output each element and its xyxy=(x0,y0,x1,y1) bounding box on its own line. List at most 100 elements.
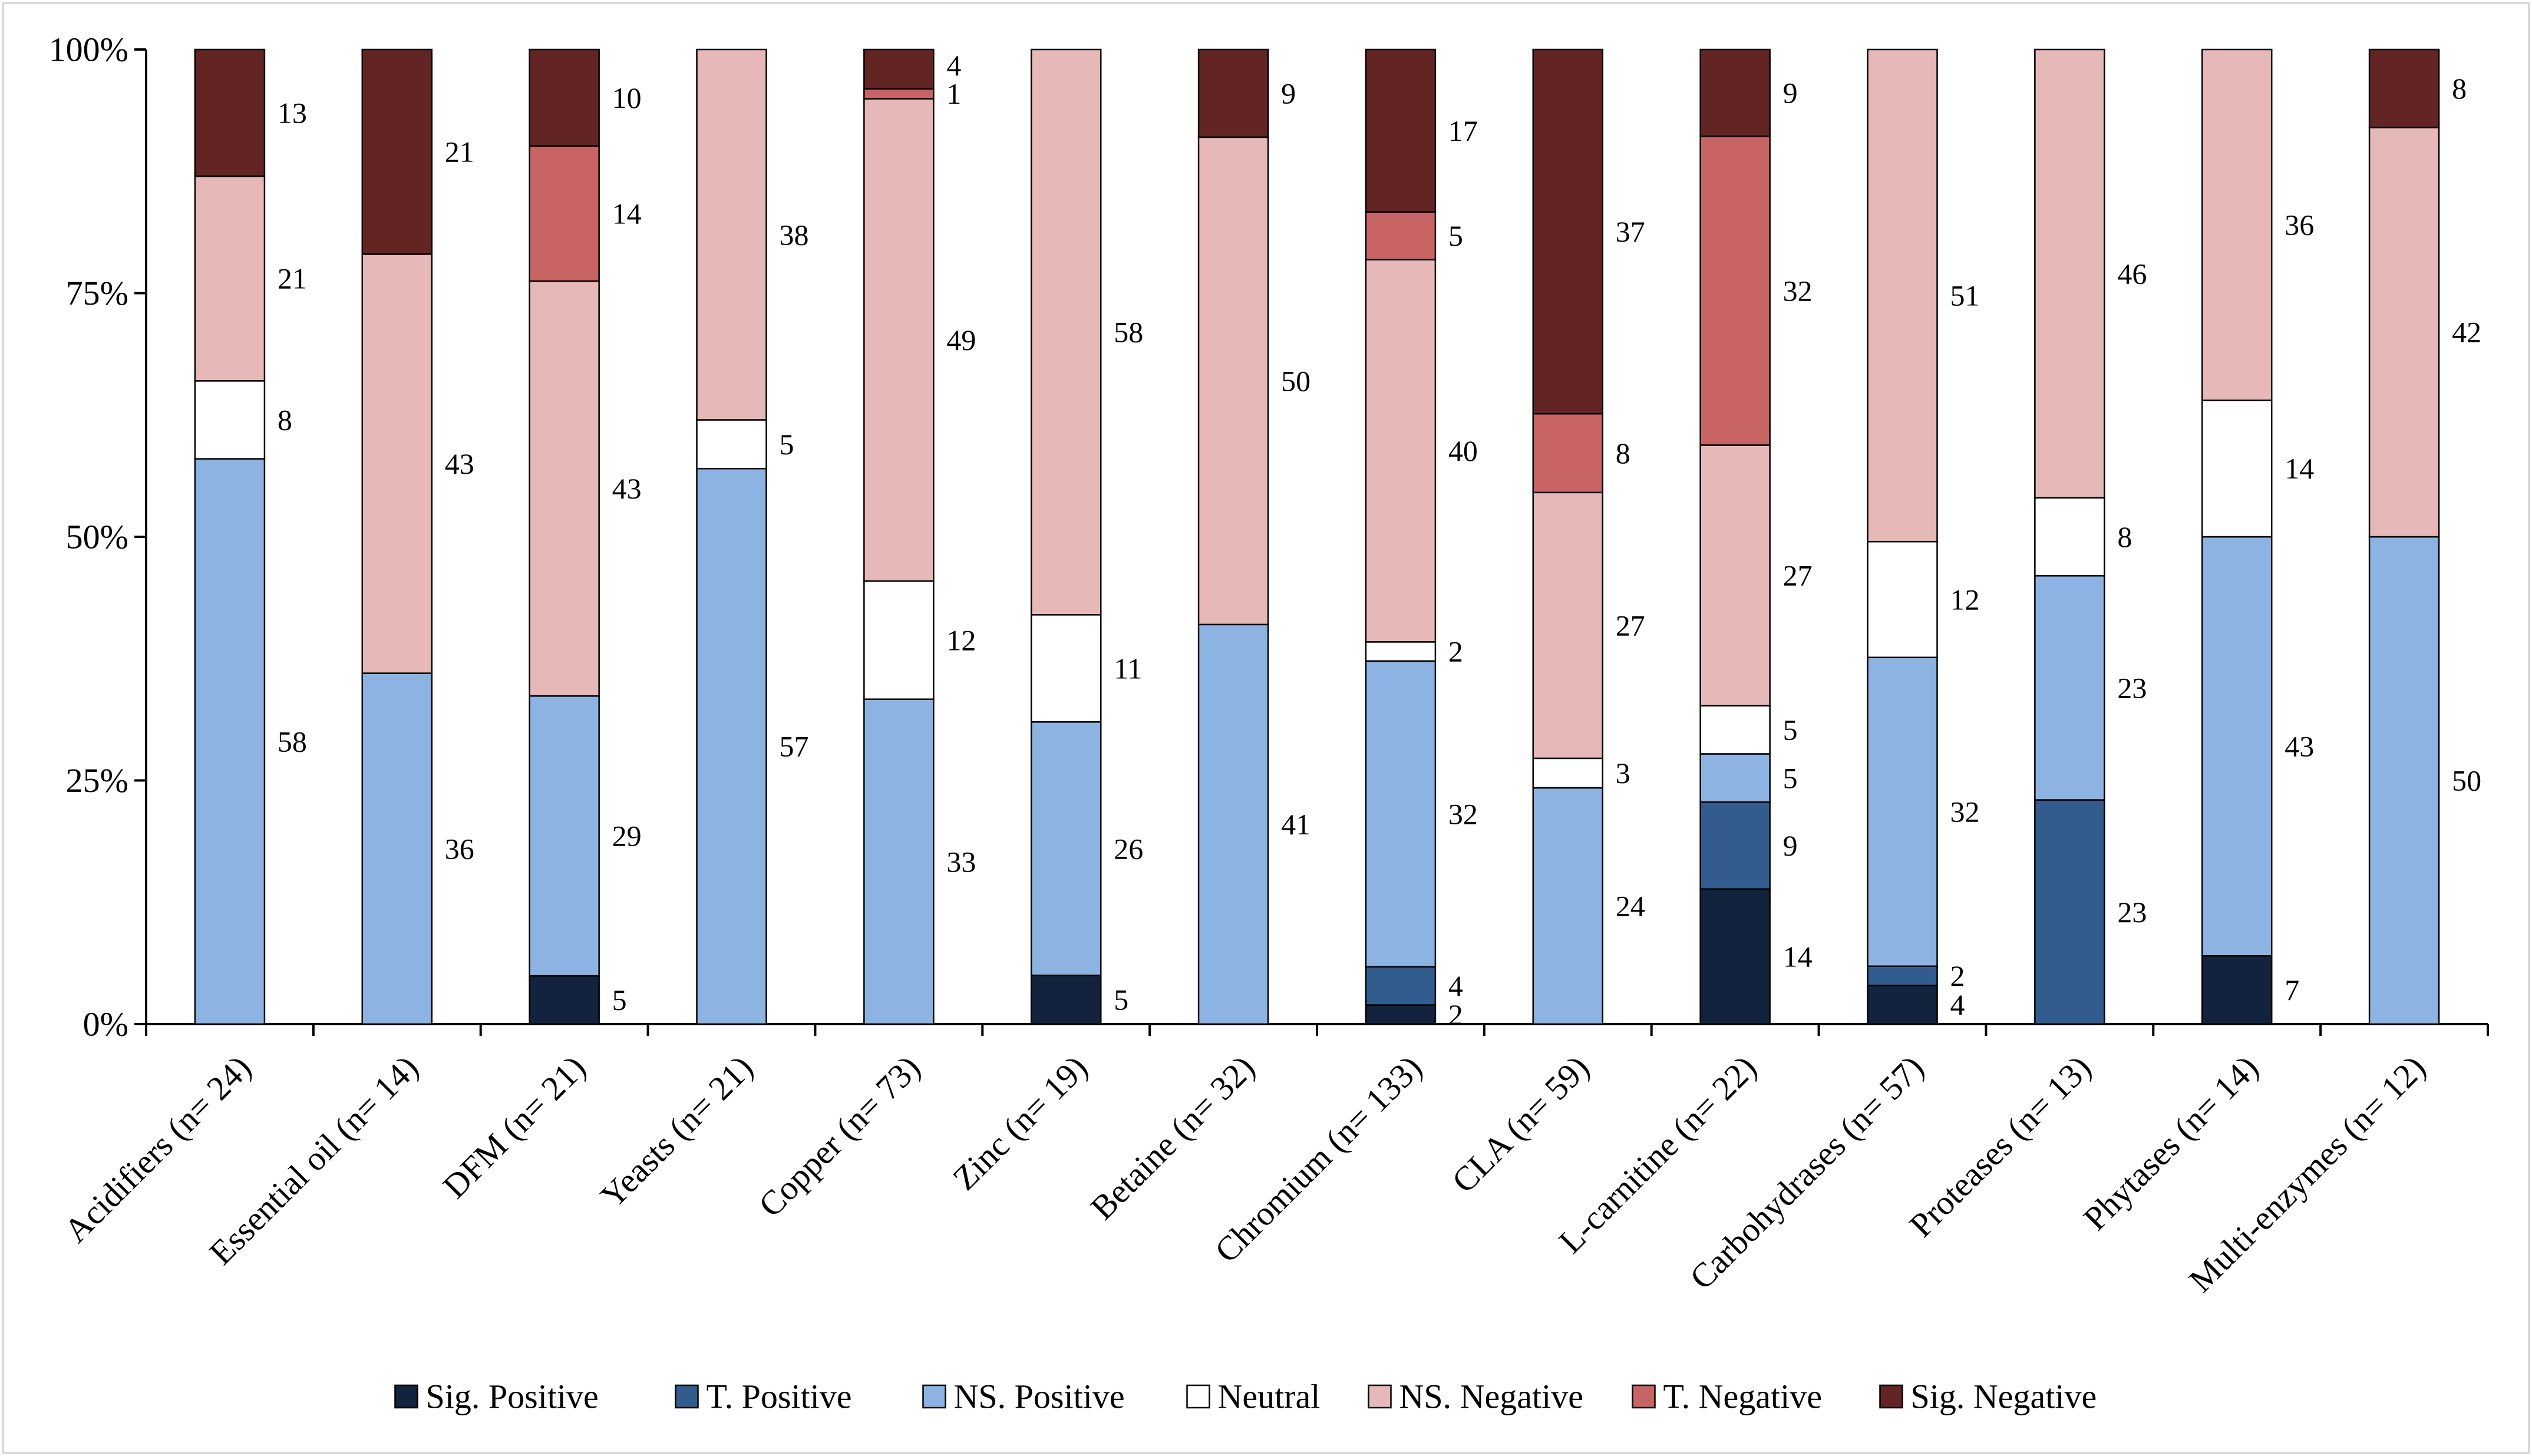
bar-segment-sig-negative xyxy=(194,48,266,177)
bar-segment-neutral xyxy=(1030,614,1102,723)
bar-segment-t-negative xyxy=(1532,412,1604,494)
data-label: 5 xyxy=(1783,761,1798,794)
data-label: 27 xyxy=(1616,609,1645,642)
legend-swatch xyxy=(394,1384,418,1409)
data-label: 29 xyxy=(612,820,642,853)
bar-segment-ns-positive xyxy=(1699,753,1771,803)
legend-item-sig-negative: Sig. Negative xyxy=(1879,1378,2097,1416)
bar-segment-neutral xyxy=(1365,641,1437,662)
data-label: 50 xyxy=(2452,764,2481,797)
data-label: 23 xyxy=(2117,671,2147,704)
bar-segment-ns-positive xyxy=(2201,536,2273,957)
data-label: 41 xyxy=(1281,808,1310,841)
data-label: 5 xyxy=(1114,983,1128,1016)
data-label: 5 xyxy=(780,428,794,461)
bar-segment-sig-positive xyxy=(1867,985,1938,1025)
data-label: 8 xyxy=(2117,520,2132,553)
data-label: 4 xyxy=(1448,969,1463,1002)
bar-segment-sig-negative xyxy=(361,48,433,255)
bar-segment-neutral xyxy=(696,419,767,470)
bar-segment-sig-negative xyxy=(529,48,600,147)
data-label: 4 xyxy=(946,49,961,82)
bar-segment-ns-negative xyxy=(361,253,433,674)
data-label: 2 xyxy=(1448,998,1463,1031)
bar-segment-sig-negative xyxy=(1532,48,1604,415)
bar-segment-neutral xyxy=(1699,705,1771,755)
data-label: 57 xyxy=(780,730,809,763)
y-tick-label: 100% xyxy=(49,31,128,69)
bar-segment-t-negative xyxy=(863,88,935,100)
data-label: 8 xyxy=(1616,437,1630,470)
bar-segment-neutral xyxy=(2201,400,2273,538)
bar-segment-t-negative xyxy=(529,145,600,282)
data-label: 5 xyxy=(1448,219,1463,252)
data-label: 13 xyxy=(278,97,307,130)
data-label: 42 xyxy=(2452,316,2481,349)
y-tick-label: 0% xyxy=(83,1005,128,1044)
legend-label: NS. Negative xyxy=(1399,1378,1584,1416)
bar-segment-ns-negative xyxy=(529,280,600,697)
bar-segment-ns-positive xyxy=(529,695,600,977)
bar-segment-ns-negative xyxy=(1867,48,1938,543)
data-labels-layer: 5882113364321529431410575383312491452611… xyxy=(278,49,2481,1031)
data-label: 43 xyxy=(445,447,474,480)
bar-segment-sig-negative xyxy=(1197,48,1269,138)
bar-segment-ns-positive xyxy=(2034,575,2105,801)
bar-segment-ns-positive xyxy=(2368,536,2440,1025)
data-label: 38 xyxy=(780,218,809,251)
data-label: 1 xyxy=(946,77,961,110)
bar-segment-sig-positive xyxy=(529,975,600,1025)
bar-segment-ns-negative xyxy=(2201,48,2273,401)
bar-segment-ns-negative xyxy=(696,48,767,421)
bar-segment-neutral xyxy=(863,580,935,700)
legend-label: Neutral xyxy=(1218,1378,1321,1416)
data-label: 8 xyxy=(278,404,292,437)
bar-segment-t-negative xyxy=(1699,136,1771,446)
bar-segment-ns-positive xyxy=(1867,656,1938,967)
data-label: 17 xyxy=(1448,114,1478,147)
bar-segment-ns-negative xyxy=(863,98,935,582)
data-label: 12 xyxy=(946,623,976,656)
legend-label: NS. Positive xyxy=(954,1378,1125,1416)
data-label: 21 xyxy=(278,262,307,295)
legend-label: Sig. Negative xyxy=(1911,1378,2097,1416)
legend-swatch xyxy=(675,1384,699,1409)
bar-segment-ns-negative xyxy=(1699,444,1771,706)
bar-segment-neutral xyxy=(2034,497,2105,577)
data-label: 4 xyxy=(1950,988,1965,1021)
legend-item-ns-positive: NS. Positive xyxy=(922,1378,1125,1416)
data-label: 32 xyxy=(1448,797,1478,830)
bar-segment-sig-negative xyxy=(1365,48,1437,213)
bar-segment-t-positive xyxy=(1365,966,1437,1006)
data-label: 5 xyxy=(612,983,627,1016)
legend-label: T. Positive xyxy=(707,1378,852,1416)
data-label: 43 xyxy=(2285,730,2314,763)
bar-segment-ns-negative xyxy=(2034,48,2105,499)
bar-segment-neutral xyxy=(194,380,266,460)
legend-swatch xyxy=(1186,1384,1210,1409)
bar-segment-ns-positive xyxy=(1532,787,1604,1025)
data-label: 5 xyxy=(1783,714,1798,747)
bar-segment-t-positive xyxy=(2034,799,2105,1025)
data-label: 24 xyxy=(1616,890,1645,923)
y-tick-label: 50% xyxy=(66,518,128,556)
data-label: 27 xyxy=(1783,559,1813,592)
bar-segment-neutral xyxy=(1867,540,1938,658)
bar-segment-ns-negative xyxy=(2368,127,2440,538)
bar-segment-ns-positive xyxy=(1365,660,1437,968)
data-label: 51 xyxy=(1950,279,1980,312)
y-tick-label: 25% xyxy=(66,761,128,800)
data-label: 14 xyxy=(612,197,642,230)
legend-item-t-negative: T. Negative xyxy=(1632,1378,1822,1416)
bar-segment-ns-negative xyxy=(1365,259,1437,643)
legend-item-neutral: Neutral xyxy=(1186,1378,1321,1416)
legend-swatch xyxy=(1368,1384,1392,1409)
bar-segment-sig-positive xyxy=(1699,888,1771,1025)
y-tick-label: 75% xyxy=(66,274,128,312)
data-label: 36 xyxy=(445,832,474,865)
legend-item-sig-positive: Sig. Positive xyxy=(394,1378,599,1416)
data-label: 33 xyxy=(946,845,976,878)
legend-item-ns-negative: NS. Negative xyxy=(1368,1378,1584,1416)
